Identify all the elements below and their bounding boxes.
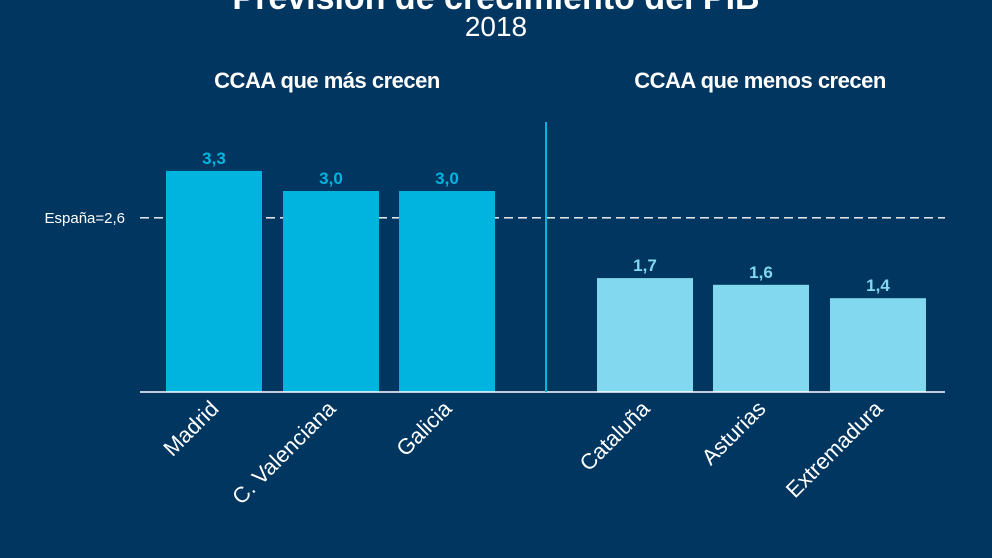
bar-extremadura	[830, 298, 926, 392]
category-label: Cataluña	[575, 395, 655, 475]
category-label: Galicia	[391, 395, 457, 461]
group-title-bottom: CCAA que menos crecen	[634, 68, 886, 93]
category-label: C. Valenciana	[227, 395, 341, 509]
category-label: Madrid	[158, 396, 223, 461]
value-label: 3,3	[202, 149, 226, 168]
chart-subtitle: 2018	[464, 11, 528, 42]
value-label: 3,0	[319, 169, 343, 188]
bar-asturias	[713, 284, 809, 392]
bar-madrid	[166, 170, 262, 392]
chart-title: Previsión de crecimiento del PIB	[0, 0, 992, 18]
value-label: 3,0	[435, 169, 459, 188]
value-label: 1,7	[633, 256, 657, 275]
bar-galicia	[399, 191, 495, 392]
value-label: 1,4	[866, 276, 890, 295]
bar-c-valenciana	[283, 191, 379, 392]
category-label: Asturias	[697, 396, 771, 470]
category-label: Extremadura	[781, 395, 888, 502]
reference-line-label: España=2,6	[45, 210, 126, 227]
bar-cataluña	[597, 278, 693, 392]
group-title-top: CCAA que más crecen	[214, 68, 440, 93]
value-label: 1,6	[749, 263, 773, 282]
